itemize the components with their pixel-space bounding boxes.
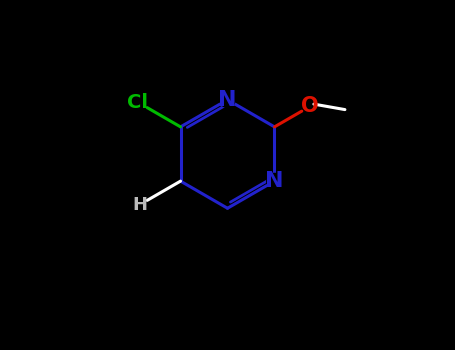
Text: Cl: Cl [127,92,148,112]
Text: N: N [218,90,237,110]
Text: N: N [265,171,284,191]
Circle shape [220,92,235,107]
Text: O: O [301,96,319,116]
Text: H: H [132,196,147,214]
Circle shape [267,173,282,189]
